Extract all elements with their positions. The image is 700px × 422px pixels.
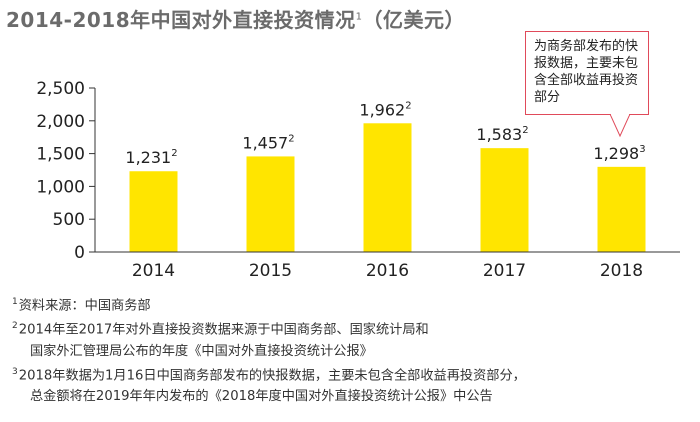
x-tick-label-2015: 2015 (249, 261, 292, 281)
bar-2015 (246, 156, 295, 252)
value-note-2014: 2 (171, 148, 177, 159)
bar-2018 (597, 166, 646, 252)
value-label-2015: 1,4572 (242, 133, 294, 152)
footnote-2: 22014年至2017年对外直接投资数据来源于中国商务部、国家统计局和 (12, 316, 698, 340)
y-tick-label: 0 (74, 243, 85, 263)
value-label-2014: 1,2312 (125, 148, 177, 167)
bar-chart: 2,500 2,000 1,500 1,000 500 0 1,2312 2014 1,4572… (36, 79, 680, 281)
y-tick-label: 1,500 (36, 145, 85, 165)
value-note-2016: 2 (405, 100, 411, 111)
x-tick-label-2017: 2017 (483, 261, 526, 281)
value-note-2017: 2 (522, 125, 528, 136)
footnote-2-continued: 国家外汇管理局公布的年度《中国对外直接投资统计公报》 (12, 341, 698, 362)
chart-title: 2014-2018年中国对外直接投资情况1（亿美元） (6, 4, 465, 33)
footnote-3-text: 2018年数据为1月16日中国商务部发布的快报数据，主要未包含全部收益再投资部分… (18, 368, 526, 384)
chart-title-unit: （亿美元） (362, 8, 466, 32)
x-tick-label-2014: 2014 (132, 261, 175, 281)
footnote-2-text: 2014年至2017年对外直接投资数据来源于中国商务部、国家统计局和 (18, 322, 429, 338)
chart-title-note: 1 (355, 11, 363, 23)
value-note-2015: 2 (288, 133, 294, 144)
bar-2014 (129, 171, 178, 252)
value-label-2017: 1,5832 (476, 125, 528, 144)
footnote-3-continued: 总金额将在2019年年内发布的《2018年度中国对外直接投资统计公报》中公告 (12, 386, 698, 407)
x-tick-label-2016: 2016 (366, 261, 409, 281)
footnote-3: 32018年数据为1月16日中国商务部发布的快报数据，主要未包含全部收益再投资部… (12, 362, 698, 386)
footnote-3-continued-text: 总金额将在2019年年内发布的《2018年度中国对外直接投资统计公报》中公告 (30, 389, 493, 405)
y-tick-label: 2,000 (36, 112, 85, 132)
bar-2017 (480, 148, 529, 252)
y-tick-label: 2,500 (36, 79, 85, 99)
x-tick-label-2018: 2018 (600, 261, 643, 281)
footnote-1: 1资料来源：中国商务部 (12, 292, 698, 316)
y-tick-label: 1,000 (36, 177, 85, 197)
footnote-2-continued-text: 国家外汇管理局公布的年度《中国对外直接投资统计公报》 (30, 343, 373, 359)
footnote-3-number: 3 (12, 366, 18, 377)
bar-2016 (363, 123, 412, 252)
callout-tail (609, 114, 631, 138)
footnote-2-number: 2 (12, 321, 18, 332)
callout-box: 为商务部发布的快报数据，主要未包含全部收益再投资部分 (525, 31, 649, 115)
value-label-2018: 1,2983 (593, 144, 645, 163)
y-tick-label: 500 (53, 210, 85, 230)
footnotes: 1资料来源：中国商务部 22014年至2017年对外直接投资数据来源于中国商务部… (12, 292, 698, 407)
value-label-2016: 1,9622 (359, 100, 411, 119)
chart-title-text: 2014-2018年中国对外直接投资情况 (6, 8, 356, 32)
value-note-2018: 3 (639, 144, 645, 155)
footnote-1-number: 1 (12, 297, 18, 307)
footnote-1-text: 资料来源：中国商务部 (18, 298, 151, 314)
